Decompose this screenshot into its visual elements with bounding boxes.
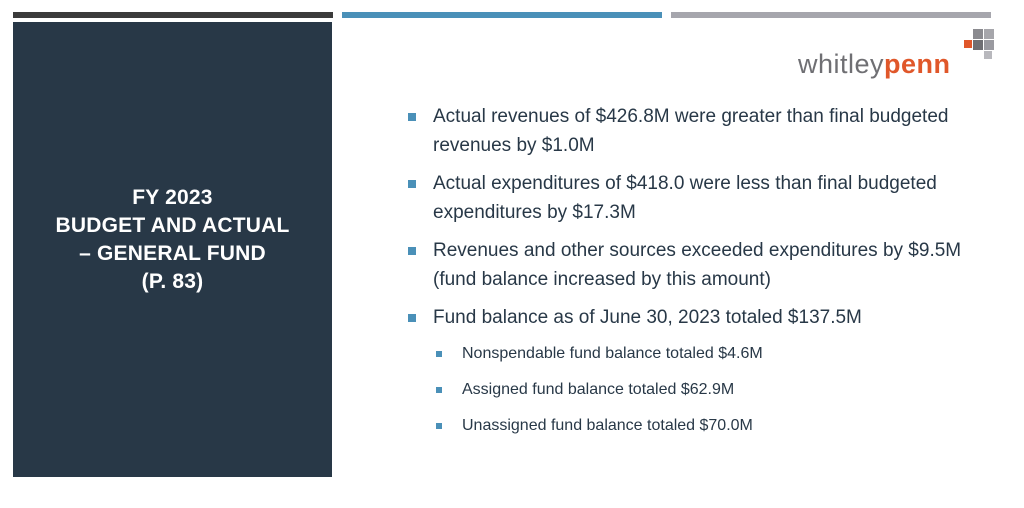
title-panel: FY 2023 BUDGET AND ACTUAL – GENERAL FUND… [13, 22, 332, 477]
bullet-text: Revenues and other sources exceeded expe… [433, 240, 962, 290]
sub-bullet-item: Nonspendable fund balance totaled $4.6M [436, 344, 998, 364]
sub-bullet-text: Unassigned fund balance totaled $70.0M [462, 417, 753, 434]
bullet-square-icon [408, 180, 416, 188]
bullet-item: Revenues and other sources exceeded expe… [408, 236, 998, 294]
title-line: – GENERAL FUND [79, 241, 266, 265]
top-accent-bar-gray [671, 12, 991, 18]
sub-bullet-text: Nonspendable fund balance totaled $4.6M [462, 345, 763, 362]
sub-bullet-square-icon [436, 423, 442, 429]
bullet-square-icon [408, 113, 416, 121]
bullet-item: Fund balance as of June 30, 2023 totaled… [408, 303, 998, 332]
sub-bullet-square-icon [436, 387, 442, 393]
title-line: FY 2023 [132, 185, 213, 209]
bullet-square-icon [408, 247, 416, 255]
logo-text-whitley: whitley [798, 49, 885, 79]
title-line: BUDGET AND ACTUAL [55, 213, 290, 237]
bullet-text: Fund balance as of June 30, 2023 totaled… [433, 307, 862, 328]
top-accent-bar-blue [342, 12, 662, 18]
sub-bullet-square-icon [436, 351, 442, 357]
title-line: (P. 83) [141, 269, 204, 293]
sub-bullet-item: Assigned fund balance totaled $62.9M [436, 380, 998, 400]
company-logo: whitleypenn [798, 48, 951, 80]
bullet-text: Actual revenues of $426.8M were greater … [433, 106, 949, 156]
logo-text-penn: penn [884, 49, 951, 79]
sub-bullet-text: Assigned fund balance totaled $62.9M [462, 381, 735, 398]
logo-squares-icon [964, 29, 994, 59]
slide-title: FY 2023 BUDGET AND ACTUAL – GENERAL FUND… [56, 184, 290, 296]
bullet-square-icon [408, 314, 416, 322]
bullet-list: Actual revenues of $426.8M were greater … [408, 102, 998, 452]
bullet-item: Actual revenues of $426.8M were greater … [408, 102, 998, 160]
sub-bullet-item: Unassigned fund balance totaled $70.0M [436, 416, 998, 436]
bullet-text: Actual expenditures of $418.0 were less … [433, 173, 937, 223]
bullet-item: Actual expenditures of $418.0 were less … [408, 169, 998, 227]
top-accent-bar-dark [13, 12, 333, 18]
